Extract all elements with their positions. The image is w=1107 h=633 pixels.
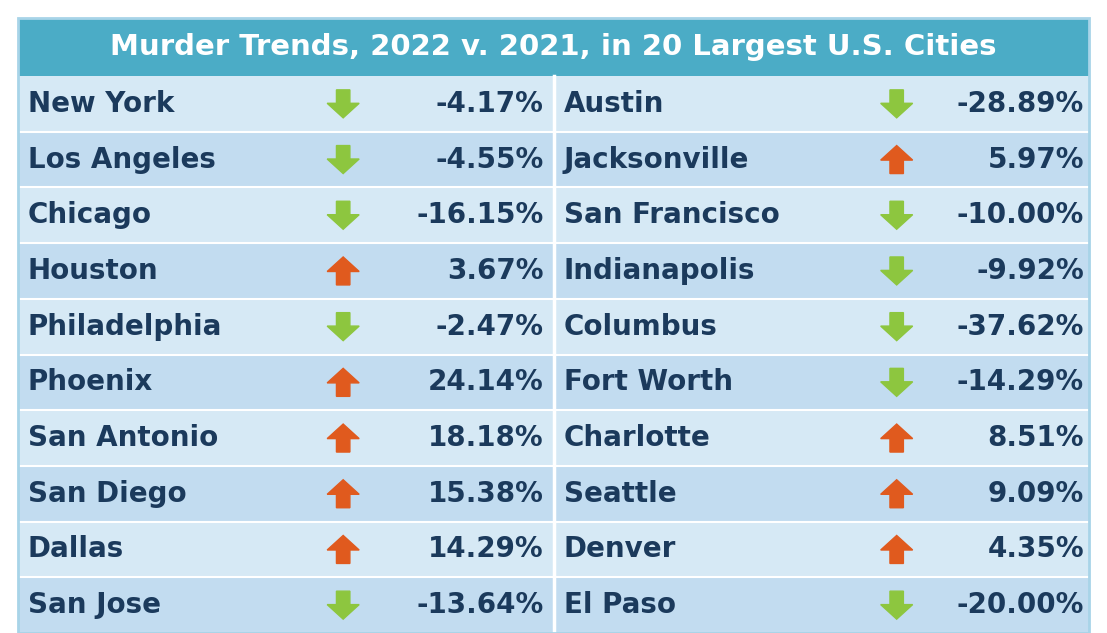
Text: 5.97%: 5.97% [987,146,1084,173]
Bar [18,466,1089,522]
Text: Philadelphia: Philadelphia [28,313,223,341]
Polygon shape [881,480,912,508]
Text: San Diego: San Diego [28,480,187,508]
Text: 18.18%: 18.18% [428,424,544,452]
Text: New York: New York [28,90,175,118]
Polygon shape [881,424,912,452]
Polygon shape [881,536,912,563]
Text: Murder Trends, 2022 v. 2021, in 20 Largest U.S. Cities: Murder Trends, 2022 v. 2021, in 20 Large… [111,33,996,61]
Text: Columbus: Columbus [563,313,717,341]
Polygon shape [881,90,912,118]
Bar [18,299,1089,354]
Text: Los Angeles: Los Angeles [28,146,216,173]
Polygon shape [328,201,359,229]
Text: -4.17%: -4.17% [436,90,544,118]
Text: Jacksonville: Jacksonville [563,146,748,173]
Polygon shape [328,257,359,285]
Polygon shape [328,90,359,118]
Text: San Antonio: San Antonio [28,424,218,452]
Polygon shape [328,591,359,619]
Text: -10.00%: -10.00% [956,201,1084,229]
Polygon shape [328,536,359,563]
Polygon shape [881,313,912,341]
Text: El Paso: El Paso [563,591,675,619]
Text: -2.47%: -2.47% [435,313,544,341]
Text: -37.62%: -37.62% [956,313,1084,341]
Text: Charlotte: Charlotte [563,424,711,452]
Text: 9.09%: 9.09% [987,480,1084,508]
Polygon shape [881,591,912,619]
Text: Chicago: Chicago [28,201,152,229]
Text: 24.14%: 24.14% [427,368,544,396]
Bar [18,18,1089,76]
Polygon shape [881,368,912,396]
Text: 4.35%: 4.35% [987,536,1084,563]
Text: 8.51%: 8.51% [987,424,1084,452]
Text: -9.92%: -9.92% [976,257,1084,285]
Text: 14.29%: 14.29% [428,536,544,563]
Bar [18,522,1089,577]
Bar [18,187,1089,243]
Bar [18,132,1089,187]
Text: Denver: Denver [563,536,676,563]
Polygon shape [881,201,912,229]
Polygon shape [328,368,359,396]
Bar [18,76,1089,132]
Polygon shape [328,424,359,452]
Text: Dallas: Dallas [28,536,124,563]
Text: Houston: Houston [28,257,158,285]
Text: -14.29%: -14.29% [956,368,1084,396]
Text: -13.64%: -13.64% [416,591,544,619]
Text: Phoenix: Phoenix [28,368,153,396]
Bar [18,410,1089,466]
Text: San Jose: San Jose [28,591,161,619]
Text: Fort Worth: Fort Worth [563,368,733,396]
Text: -20.00%: -20.00% [956,591,1084,619]
Text: Indianapolis: Indianapolis [563,257,755,285]
Text: -4.55%: -4.55% [435,146,544,173]
Text: 15.38%: 15.38% [427,480,544,508]
Polygon shape [328,480,359,508]
Text: -16.15%: -16.15% [416,201,544,229]
Bar [18,354,1089,410]
Text: San Francisco: San Francisco [563,201,779,229]
Bar [18,243,1089,299]
Bar [18,577,1089,633]
Text: Austin: Austin [563,90,664,118]
Text: -28.89%: -28.89% [956,90,1084,118]
Text: 3.67%: 3.67% [447,257,544,285]
Polygon shape [881,257,912,285]
Polygon shape [328,313,359,341]
Text: Seattle: Seattle [563,480,676,508]
Polygon shape [881,146,912,173]
Polygon shape [328,146,359,173]
